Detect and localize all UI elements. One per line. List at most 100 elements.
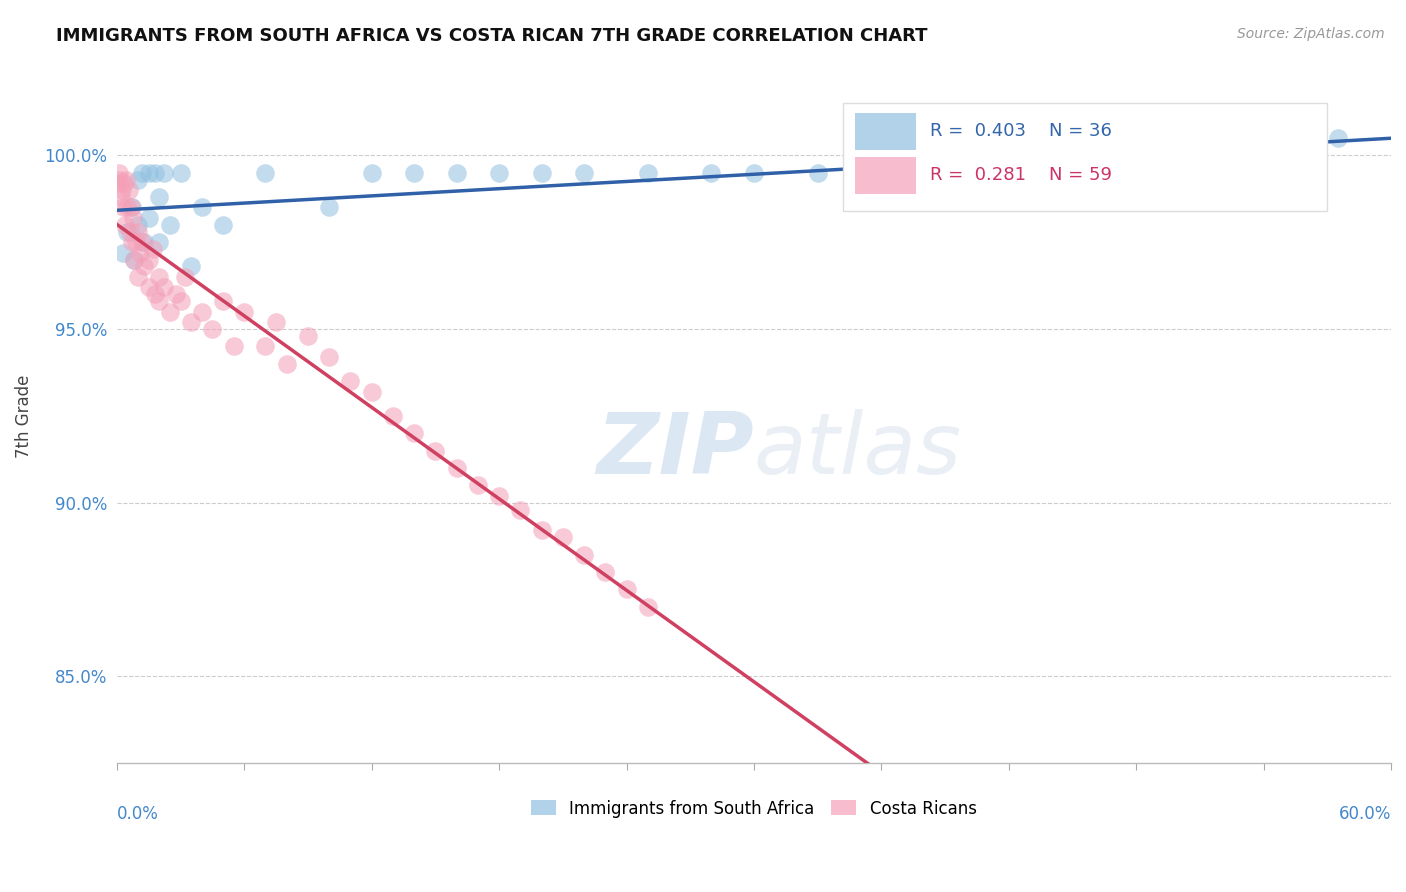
Point [122, 252, 145, 267]
Point [125, 235, 148, 249]
Point [593, 565, 616, 579]
Point [404, 426, 426, 441]
Point [127, 218, 149, 232]
Point [1327, 131, 1350, 145]
Text: 0.0%: 0.0% [117, 805, 159, 822]
Point [360, 384, 382, 399]
Point [254, 166, 277, 180]
Point [148, 269, 170, 284]
Point [264, 315, 287, 329]
Point [191, 201, 214, 215]
Text: R =  0.403    N = 36: R = 0.403 N = 36 [929, 122, 1112, 140]
Y-axis label: 7th Grade: 7th Grade [15, 374, 32, 458]
Point [297, 329, 319, 343]
Point [446, 461, 468, 475]
FancyBboxPatch shape [844, 103, 1327, 211]
Point [159, 218, 181, 232]
Point [165, 287, 187, 301]
Point [111, 183, 134, 197]
Point [142, 242, 165, 256]
Point [127, 269, 149, 284]
Point [530, 524, 553, 538]
Point [509, 502, 531, 516]
Point [572, 166, 595, 180]
Point [143, 287, 166, 301]
Point [152, 166, 174, 180]
FancyBboxPatch shape [855, 157, 915, 194]
Point [222, 339, 245, 353]
Point [425, 443, 447, 458]
Point [488, 166, 510, 180]
Point [616, 582, 638, 597]
Point [117, 201, 139, 215]
Point [134, 235, 156, 249]
Point [318, 350, 340, 364]
Text: 60.0%: 60.0% [1339, 805, 1391, 822]
Point [807, 166, 830, 180]
Point [180, 315, 202, 329]
Point [551, 530, 574, 544]
Point [127, 225, 149, 239]
Point [572, 548, 595, 562]
Point [637, 599, 659, 614]
Point [121, 235, 143, 249]
Text: IMMIGRANTS FROM SOUTH AFRICA VS COSTA RICAN 7TH GRADE CORRELATION CHART: IMMIGRANTS FROM SOUTH AFRICA VS COSTA RI… [56, 27, 928, 45]
Point [148, 190, 170, 204]
Point [129, 245, 152, 260]
Point [134, 260, 156, 274]
Point [173, 269, 195, 284]
Point [318, 201, 340, 215]
Point [742, 166, 765, 180]
FancyBboxPatch shape [855, 113, 915, 151]
Point [138, 166, 160, 180]
Point [467, 478, 489, 492]
Point [148, 294, 170, 309]
Point [159, 304, 181, 318]
Legend: Immigrants from South Africa, Costa Ricans: Immigrants from South Africa, Costa Rica… [524, 793, 983, 824]
Point [143, 166, 166, 180]
Point [108, 166, 131, 180]
Point [339, 374, 361, 388]
Point [121, 201, 143, 215]
Point [404, 166, 426, 180]
Point [169, 166, 191, 180]
Point [110, 190, 132, 204]
Point [117, 225, 139, 239]
Text: ZIP: ZIP [596, 409, 754, 492]
Point [138, 280, 160, 294]
Point [148, 235, 170, 249]
Text: atlas: atlas [754, 409, 962, 492]
Point [360, 166, 382, 180]
Point [131, 235, 153, 249]
Point [108, 172, 131, 186]
Point [212, 218, 235, 232]
Point [114, 218, 136, 232]
Point [112, 245, 135, 260]
Point [112, 201, 135, 215]
Point [131, 166, 153, 180]
Point [700, 166, 723, 180]
Point [254, 339, 277, 353]
Point [127, 172, 149, 186]
Point [637, 166, 659, 180]
Point [118, 225, 141, 239]
Point [121, 211, 143, 225]
Point [381, 409, 404, 423]
Point [180, 260, 202, 274]
Point [191, 304, 214, 318]
Point [934, 166, 956, 180]
Point [152, 280, 174, 294]
Point [276, 357, 298, 371]
Text: R =  0.281    N = 59: R = 0.281 N = 59 [929, 166, 1112, 184]
Point [530, 166, 553, 180]
Point [138, 252, 160, 267]
Point [488, 489, 510, 503]
Point [233, 304, 256, 318]
Point [138, 211, 160, 225]
Point [120, 201, 142, 215]
Point [201, 322, 224, 336]
Point [117, 183, 139, 197]
Point [870, 166, 893, 180]
Point [212, 294, 235, 309]
Point [112, 176, 135, 190]
